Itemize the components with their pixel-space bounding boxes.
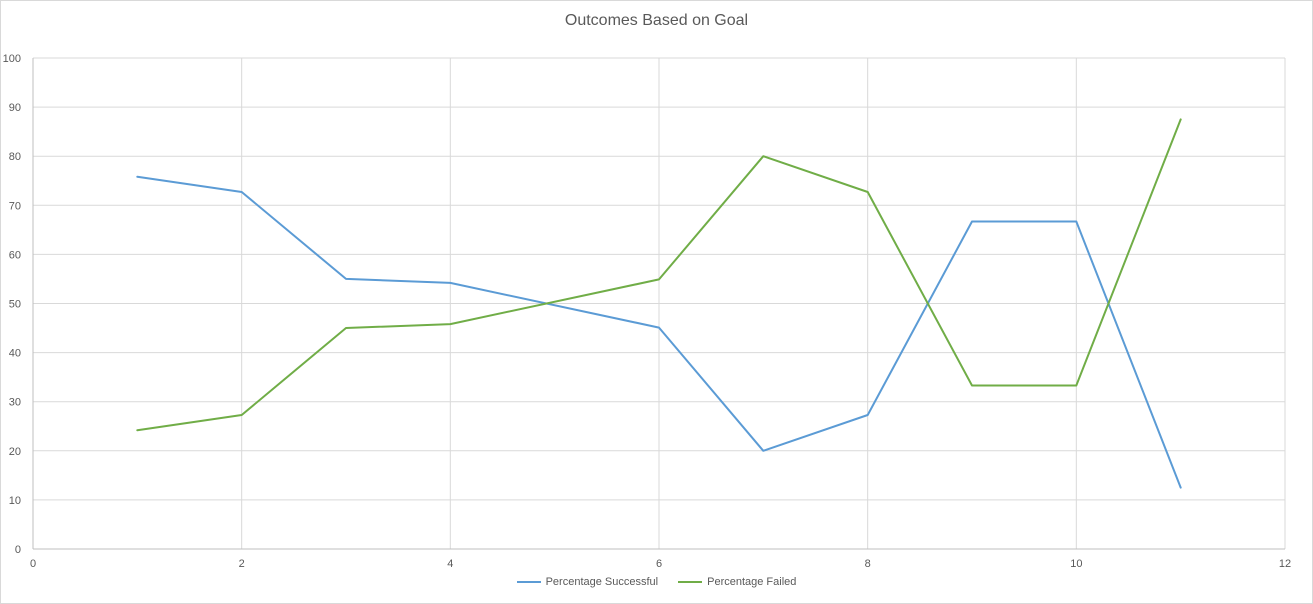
legend-label-successful: Percentage Successful bbox=[545, 576, 659, 588]
y-tick-label-70: 70 bbox=[9, 200, 21, 212]
y-tick-label-0: 0 bbox=[15, 544, 21, 556]
chart-title: Outcomes Based on Goal bbox=[564, 12, 749, 29]
x-tick-label-10: 10 bbox=[1070, 558, 1082, 570]
x-tick-label-12: 12 bbox=[1279, 558, 1291, 570]
y-tick-label-40: 40 bbox=[9, 348, 21, 360]
x-tick-label-0: 0 bbox=[30, 558, 36, 570]
tick-labels: 0 10 20 30 40 50 60 70 80 90 100 0 2 4 6 8 10 12 bbox=[3, 53, 1291, 570]
series-lines bbox=[136, 118, 1182, 489]
x-tick-label-4: 4 bbox=[447, 558, 453, 570]
y-tick-label-100: 100 bbox=[3, 53, 21, 65]
axes bbox=[32, 58, 1285, 550]
gridlines bbox=[33, 57, 1286, 549]
legend-swatch-failed bbox=[678, 581, 703, 583]
y-tick-label-90: 90 bbox=[9, 102, 21, 114]
legend-item-failed: Percentage Failed bbox=[678, 576, 796, 588]
legend-label-failed: Percentage Failed bbox=[707, 576, 797, 588]
x-tick-label-8: 8 bbox=[865, 558, 871, 570]
x-tick-label-2: 2 bbox=[239, 558, 245, 570]
y-tick-label-60: 60 bbox=[9, 249, 21, 261]
y-tick-label-50: 50 bbox=[9, 299, 21, 311]
x-tick-label-6: 6 bbox=[656, 558, 662, 570]
y-tick-label-20: 20 bbox=[9, 446, 21, 458]
y-tick-label-30: 30 bbox=[9, 397, 21, 409]
y-tick-label-10: 10 bbox=[9, 495, 21, 507]
legend-item-successful: Percentage Successful bbox=[516, 576, 659, 588]
series-line-failed bbox=[136, 118, 1182, 432]
series-line-successful bbox=[136, 175, 1182, 489]
y-tick-label-80: 80 bbox=[9, 151, 21, 163]
legend-swatch-successful bbox=[516, 581, 541, 583]
legend: Percentage Successful Percentage Failed bbox=[0, 576, 1313, 588]
